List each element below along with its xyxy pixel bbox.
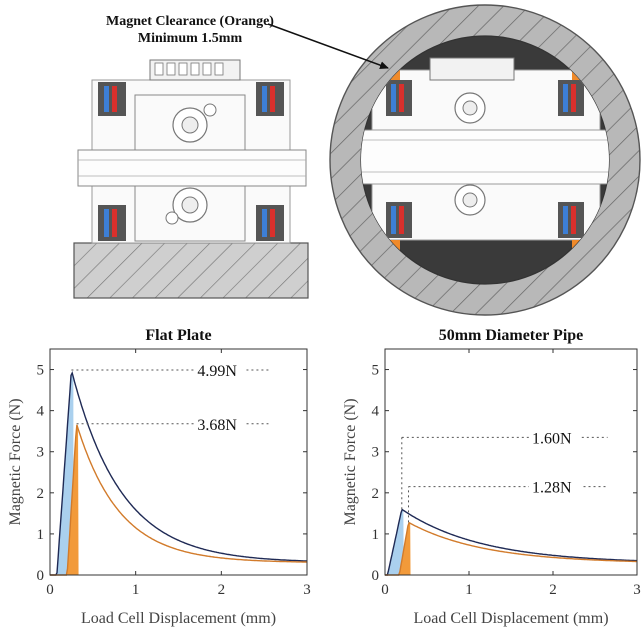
y-axis-label: Magnetic Force (N) xyxy=(7,398,24,525)
robot-on-flat-plate-illustration xyxy=(73,59,309,299)
y-tick-label: 5 xyxy=(37,363,45,379)
annotation-bg xyxy=(194,359,247,380)
chart-title: Flat Plate xyxy=(145,327,211,344)
x-tick-label: 0 xyxy=(46,582,54,598)
annotation-value: 4.99N xyxy=(197,363,237,380)
annotation-line1: Magnet Clearance (Orange) xyxy=(106,14,274,29)
annotation-bg xyxy=(194,413,247,434)
x-tick-label: 2 xyxy=(218,582,226,598)
series-0-line xyxy=(385,508,637,576)
flat-plate-surface xyxy=(73,242,309,299)
annotation-value: 3.68N xyxy=(197,417,237,434)
magnet-assembly-bottom-right xyxy=(256,205,284,241)
y-tick-label: 0 xyxy=(37,568,45,584)
chart-flat-plate: 0 1 2 3 4 5 0 1 2 3 Flat Plate Load Cell Displaceme… xyxy=(7,327,311,627)
y-axis-label: Magnetic Force (N) xyxy=(342,398,359,525)
y-tick-label: 5 xyxy=(372,363,380,379)
x-tick-label: 1 xyxy=(465,582,473,598)
y-tick-label: 3 xyxy=(372,445,380,461)
chart-pipe: 0 1 2 3 4 5 0 1 2 3 50mm Diameter Pipe Load Cell Di… xyxy=(342,327,641,627)
y-tick-label: 1 xyxy=(372,527,380,543)
y-tick-label: 2 xyxy=(37,486,45,502)
robot-in-pipe-illustration xyxy=(329,4,641,316)
clearance-annotation: Magnet Clearance (Orange) Minimum 1.5mm xyxy=(106,14,389,70)
x-axis-label: Load Cell Displacement (mm) xyxy=(413,610,608,627)
x-tick-label: 0 xyxy=(381,582,389,598)
series-1-line xyxy=(385,521,637,576)
magnet-assembly-top-right xyxy=(256,82,284,116)
y-tick-label: 2 xyxy=(372,486,380,502)
y-tick-label: 1 xyxy=(37,527,45,543)
magnet-assembly-bottom-left xyxy=(98,205,126,241)
y-tick-label: 0 xyxy=(372,568,380,584)
x-tick-label: 1 xyxy=(132,582,140,598)
x-tick-label: 2 xyxy=(549,582,557,598)
y-tick-label: 3 xyxy=(37,445,45,461)
x-tick-label: 3 xyxy=(303,582,311,598)
y-tick-label: 4 xyxy=(372,404,380,420)
x-tick-label: 3 xyxy=(633,582,641,598)
x-axis-label: Load Cell Displacement (mm) xyxy=(81,610,276,627)
plot-frame xyxy=(384,348,638,576)
series-0-line xyxy=(50,371,307,576)
annotation-value: 1.60N xyxy=(532,430,572,447)
plot-frame xyxy=(49,348,308,576)
annotation-value: 1.28N xyxy=(532,480,572,497)
annotation-bg xyxy=(529,476,581,497)
chart-title: 50mm Diameter Pipe xyxy=(439,327,584,344)
magnet-assembly-top-left xyxy=(98,82,126,116)
annotation-arrow xyxy=(267,23,389,70)
series-1-line xyxy=(50,424,307,576)
y-tick-label: 4 xyxy=(37,404,45,420)
annotation-bg xyxy=(529,427,581,448)
annotation-line2: Minimum 1.5mm xyxy=(138,31,243,46)
